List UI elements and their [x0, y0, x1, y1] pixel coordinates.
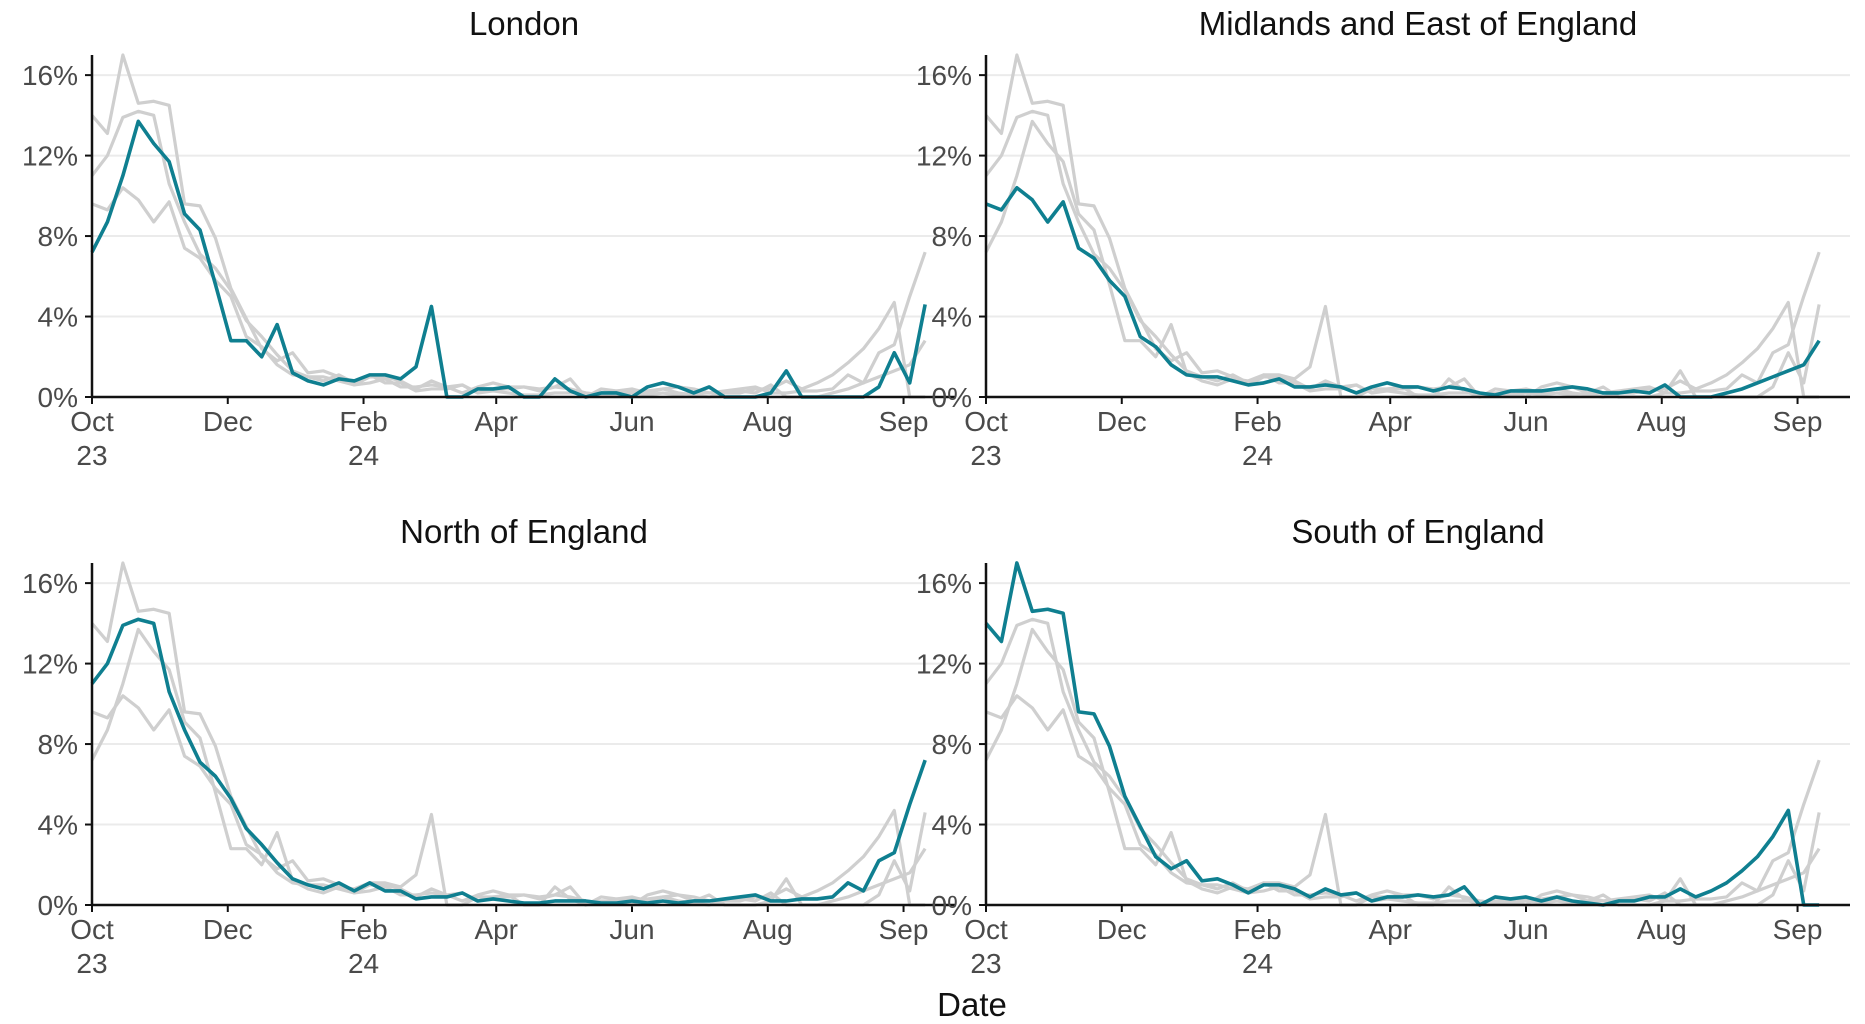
x-tick-label: Aug — [1637, 406, 1687, 437]
x-tick-label: Dec — [203, 406, 253, 437]
x-tick-label: Apr — [1368, 406, 1412, 437]
panel-title: South of England — [1291, 513, 1544, 550]
x-tick-label-year: 23 — [76, 948, 107, 979]
y-tick-label: 12% — [22, 649, 78, 680]
y-tick-label: 8% — [932, 221, 972, 252]
x-axis-title: Date — [937, 986, 1007, 1023]
series-line-north-of-england — [90, 617, 927, 905]
panel-title: London — [469, 5, 579, 42]
x-tick-label-year: 23 — [970, 440, 1001, 471]
y-tick-label: 16% — [22, 568, 78, 599]
x-tick-label: Dec — [1097, 914, 1147, 945]
x-tick-label: Dec — [203, 914, 253, 945]
x-tick-label: Sep — [1773, 406, 1823, 437]
y-tick-label: 0% — [38, 890, 78, 921]
series-line-north-of-england-context — [90, 109, 927, 397]
series-line-south-of-england-context — [90, 53, 926, 399]
x-tick-label: Sep — [1773, 914, 1823, 945]
x-tick-label: Aug — [743, 914, 793, 945]
y-tick-label: 8% — [38, 221, 78, 252]
x-tick-label: Apr — [1368, 914, 1412, 945]
series-line-south-of-england — [984, 561, 1820, 907]
y-tick-label: 16% — [22, 60, 78, 91]
x-tick-label: Feb — [339, 914, 387, 945]
x-tick-label: Dec — [1097, 406, 1147, 437]
x-tick-label: Feb — [1233, 914, 1281, 945]
series-line-london-context — [90, 627, 927, 907]
series-line-north-of-england-context — [984, 109, 1821, 397]
y-tick-label: 8% — [932, 729, 972, 760]
x-tick-label: Apr — [474, 406, 518, 437]
series-line-london-context — [984, 627, 1821, 907]
x-tick-label: Feb — [339, 406, 387, 437]
x-tick-label-year: 23 — [76, 440, 107, 471]
y-tick-label: 12% — [22, 141, 78, 172]
x-tick-label-year: 24 — [348, 948, 379, 979]
x-tick-label: Jun — [609, 914, 654, 945]
x-tick-label: Aug — [1637, 914, 1687, 945]
x-tick-label: Sep — [879, 406, 929, 437]
y-tick-label: 0% — [932, 890, 972, 921]
x-tick-label: Feb — [1233, 406, 1281, 437]
x-tick-label-year: 24 — [1242, 440, 1273, 471]
x-tick-label: Sep — [879, 914, 929, 945]
x-tick-label: Oct — [964, 406, 1008, 437]
x-tick-label-year: 23 — [970, 948, 1001, 979]
y-tick-label: 16% — [916, 60, 972, 91]
y-tick-label: 12% — [916, 649, 972, 680]
x-tick-label: Apr — [474, 914, 518, 945]
x-tick-label: Jun — [609, 406, 654, 437]
series-line-london-context — [984, 119, 1821, 399]
x-tick-label: Oct — [70, 914, 114, 945]
y-tick-label: 4% — [38, 810, 78, 841]
x-tick-label: Jun — [1503, 914, 1548, 945]
y-tick-label: 4% — [932, 302, 972, 333]
x-tick-label-year: 24 — [1242, 948, 1273, 979]
x-tick-label-year: 24 — [348, 440, 379, 471]
series-line-south-of-england-context — [984, 53, 1820, 399]
y-tick-label: 16% — [916, 568, 972, 599]
series-line-south-of-england-context — [90, 561, 926, 907]
panel-title: Midlands and East of England — [1199, 5, 1637, 42]
y-tick-label: 0% — [38, 382, 78, 413]
y-tick-label: 0% — [932, 382, 972, 413]
x-tick-label: Aug — [743, 406, 793, 437]
y-tick-label: 4% — [38, 302, 78, 333]
x-tick-label: Oct — [964, 914, 1008, 945]
x-tick-label: Oct — [70, 406, 114, 437]
y-tick-label: 4% — [932, 810, 972, 841]
series-line-london — [90, 119, 927, 399]
x-tick-label: Jun — [1503, 406, 1548, 437]
series-line-north-of-england-context — [984, 617, 1821, 905]
panel-title: North of England — [400, 513, 648, 550]
y-tick-label: 8% — [38, 729, 78, 760]
y-tick-label: 12% — [916, 141, 972, 172]
